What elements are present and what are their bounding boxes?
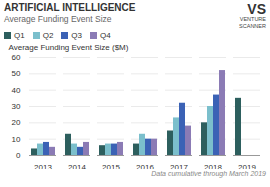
svg-text:2016: 2016 bbox=[136, 163, 154, 169]
svg-text:10: 10 bbox=[12, 135, 21, 144]
html-text:Data cumulative through March: Data cumulative through March 2019 bbox=[151, 170, 266, 177]
svg-text:Average Funding Event Size ($M: Average Funding Event Size ($M) bbox=[9, 43, 129, 52]
svg-text:2014: 2014 bbox=[68, 163, 86, 169]
html-text:ARTIFICIAL INTELLIGENCE: ARTIFICIAL INTELLIGENCE bbox=[4, 2, 136, 13]
html-text:Q2: Q2 bbox=[42, 31, 54, 40]
html-text:SCANNER: SCANNER bbox=[239, 22, 266, 29]
svg-text:0: 0 bbox=[16, 151, 21, 160]
svg-text:2015: 2015 bbox=[102, 163, 120, 169]
svg-text:20: 20 bbox=[12, 118, 21, 127]
html-text:VS: VS bbox=[247, 1, 266, 17]
svg-text:50: 50 bbox=[12, 69, 21, 78]
svg-text:2017: 2017 bbox=[170, 163, 188, 169]
svg-text:40: 40 bbox=[12, 86, 21, 95]
html-text:VENTURE: VENTURE bbox=[239, 16, 266, 22]
svg-text:60: 60 bbox=[12, 53, 21, 62]
svg-text:2019: 2019 bbox=[238, 163, 256, 169]
html-text:Q3: Q3 bbox=[71, 31, 82, 40]
svg-text:30: 30 bbox=[12, 102, 21, 111]
svg-text:2018: 2018 bbox=[204, 163, 222, 169]
html-text:Average Funding Event Size: Average Funding Event Size bbox=[4, 14, 112, 24]
html-text:Q1: Q1 bbox=[14, 31, 25, 40]
svg-text:2013: 2013 bbox=[34, 163, 52, 169]
html-text:Q4: Q4 bbox=[100, 31, 111, 40]
